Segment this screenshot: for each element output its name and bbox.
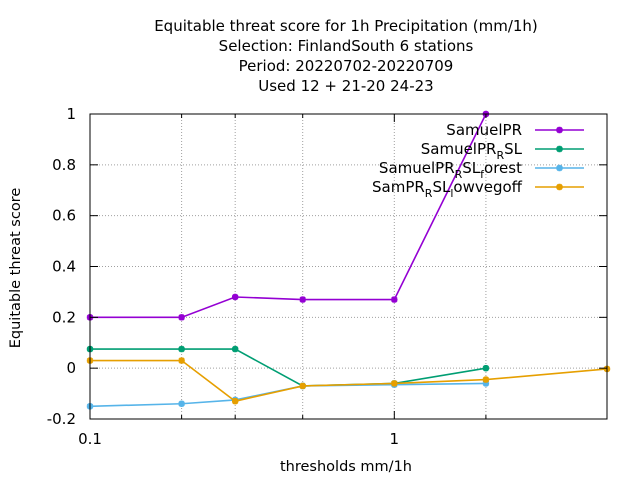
data-point: [178, 400, 185, 407]
x-tick-label: 1: [390, 430, 400, 448]
x-tick-label: 0.1: [78, 430, 102, 448]
legend-marker: [556, 164, 563, 172]
legend-entry: SamuelPR: [446, 121, 584, 139]
legend-marker: [556, 126, 563, 134]
data-point: [391, 296, 398, 303]
y-axis-label: Equitable threat score: [8, 188, 24, 349]
data-point: [482, 380, 490, 387]
y-tick-label: 1: [66, 105, 76, 123]
y-tick-label: 0: [66, 359, 76, 377]
y-tick-label: 0.2: [52, 308, 76, 326]
legend: SamuelPRSamuelPRRSLSamuelPRRSLforestSamP…: [372, 121, 584, 200]
legend-marker: [556, 145, 563, 153]
series-layer: [86, 110, 611, 410]
chart-title: Equitable threat score for 1h Precipitat…: [154, 17, 538, 95]
title-line-2: Selection: FinlandSouth 6 stations: [219, 37, 474, 55]
legend-label: SamuelPRRSLforest: [379, 159, 522, 181]
data-point: [299, 382, 306, 390]
y-tick-label: -0.2: [47, 410, 76, 428]
legend-marker: [556, 183, 563, 191]
legend-label: SamuelPR: [446, 121, 522, 139]
series-line: [90, 113, 487, 319]
data-point: [178, 314, 185, 321]
legend-label: SamuelPRRSL: [421, 140, 523, 162]
y-tick-label: 0.8: [52, 156, 76, 174]
data-point: [391, 380, 398, 387]
series-SamuelPR_RSL_forest: [86, 380, 490, 410]
legend-entry: SamuelPRRSL: [421, 140, 584, 162]
title-line-3: Period: 20220702-20220709: [239, 57, 454, 75]
grid: [90, 114, 607, 419]
data-point: [231, 293, 239, 301]
series-line: [90, 348, 487, 387]
data-point: [231, 398, 239, 405]
legend-entry: SamuelPRRSLforest: [379, 159, 584, 181]
series-SamPR_RSL_lowvegoff: [86, 357, 611, 405]
series-line: [89, 382, 486, 408]
data-point: [299, 296, 306, 303]
data-point: [482, 376, 490, 383]
data-point: [231, 345, 239, 353]
series-line: [90, 359, 608, 403]
legend-label: SamPRRSLlowvegoff: [372, 178, 523, 200]
y-tick-label: 0.4: [52, 258, 76, 276]
axes: -0.2 0 0.2 0.4 0.6 0.8 1 0.1 1: [47, 105, 608, 448]
legend-entry: SamPRRSLlowvegoff: [372, 178, 584, 200]
y-tick-label: 0.6: [52, 207, 76, 225]
x-axis-label: thresholds mm/1h: [280, 459, 412, 475]
data-point: [178, 345, 185, 353]
title-line-1: Equitable threat score for 1h Precipitat…: [154, 17, 538, 35]
data-point: [482, 364, 490, 372]
title-line-4: Used 12 + 21-20 24-23: [258, 77, 433, 95]
data-point: [178, 357, 185, 364]
